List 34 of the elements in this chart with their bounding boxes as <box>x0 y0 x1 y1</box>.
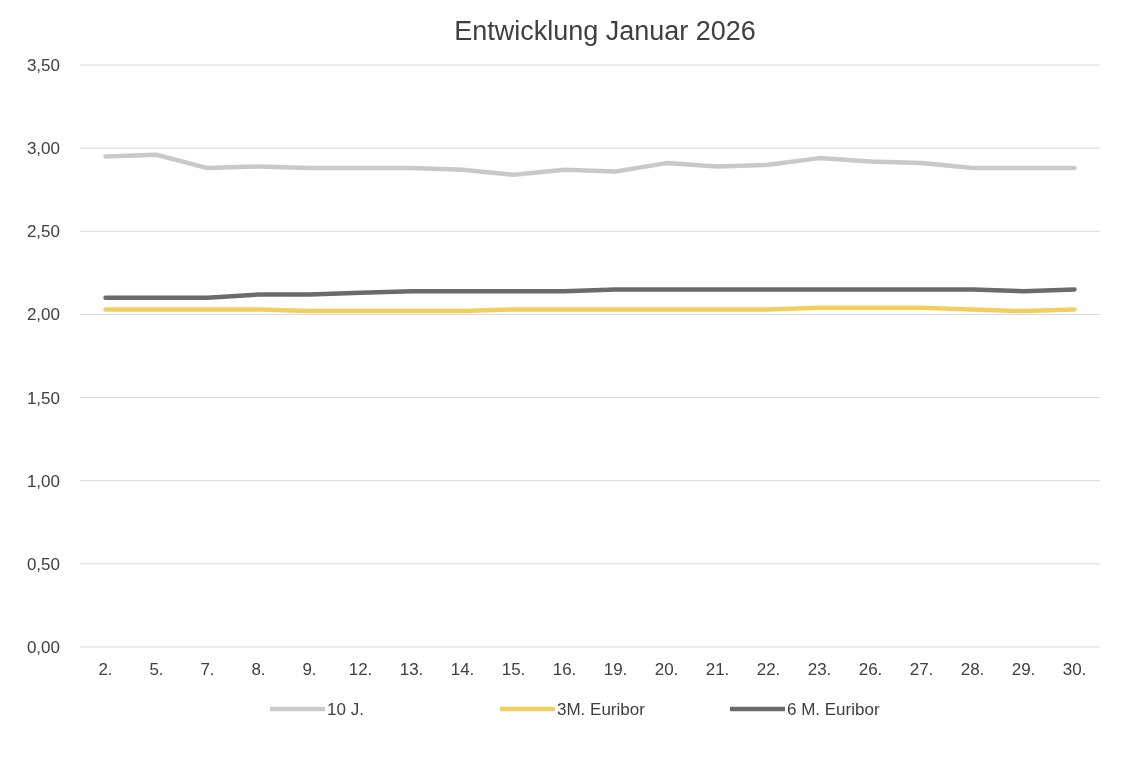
x-tick-label: 30. <box>1062 660 1087 679</box>
y-tick-label: 1,50 <box>26 388 60 408</box>
legend-label: 10 J. <box>327 699 364 719</box>
x-tick-label: 27. <box>909 660 934 679</box>
line-series <box>103 287 1077 301</box>
x-tick-label: 20. <box>654 660 679 679</box>
y-tick-label: 3,00 <box>26 139 60 159</box>
y-tick-label: 1,00 <box>26 471 60 491</box>
line-series <box>103 152 1077 177</box>
y-tick-label: 3,50 <box>26 55 60 75</box>
x-tick-label: 22. <box>756 660 781 679</box>
chart-title: Entwicklung Januar 2026 <box>454 16 756 46</box>
x-tick-label: 16. <box>552 660 577 679</box>
x-tick-label: 29. <box>1011 660 1036 679</box>
legend-label: 6 M. Euribor <box>787 699 880 719</box>
y-tick-label: 2,00 <box>26 305 60 325</box>
x-tick-label: 15. <box>501 660 526 679</box>
x-tick-label: 8. <box>251 660 266 679</box>
x-tick-label: 12. <box>348 660 373 679</box>
y-tick-label: 0,00 <box>26 637 60 657</box>
x-tick-label: 9. <box>302 660 317 679</box>
x-tick-label: 26. <box>858 660 883 679</box>
legend-label: 3M. Euribor <box>557 699 646 719</box>
x-tick-label: 2. <box>98 660 113 679</box>
x-tick-label: 21. <box>705 660 730 679</box>
x-tick-label: 19. <box>603 660 628 679</box>
x-tick-label: 13. <box>399 660 424 679</box>
x-tick-label: 28. <box>960 660 985 679</box>
x-tick-label: 7. <box>200 660 215 679</box>
x-tick-label: 23. <box>807 660 832 679</box>
y-tick-label: 2,50 <box>26 222 60 242</box>
x-tick-label: 14. <box>450 660 475 679</box>
y-tick-label: 0,50 <box>26 554 60 574</box>
x-tick-label: 5. <box>149 660 164 679</box>
